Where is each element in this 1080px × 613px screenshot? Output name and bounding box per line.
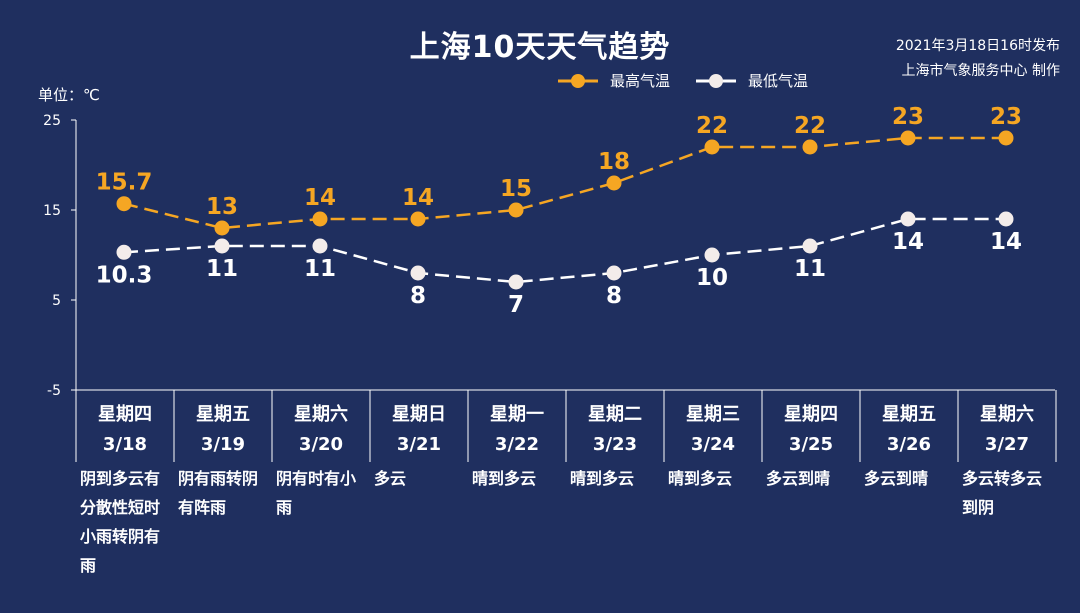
low-temp-point	[508, 274, 524, 290]
low-temp-label: 8	[410, 283, 426, 309]
high-temp-point	[116, 196, 132, 212]
day-header: 星期六 3/20	[272, 400, 370, 460]
high-temp-point	[312, 211, 328, 227]
day-header: 星期三 3/24	[664, 400, 762, 460]
day-date: 3/18	[102, 434, 148, 455]
high-temp-point	[214, 220, 230, 236]
high-temp-point	[508, 202, 524, 218]
day-weekday: 星期日	[392, 404, 446, 425]
legend-low-label: 最低气温	[748, 72, 809, 90]
high-temp-point	[802, 139, 818, 155]
day-header: 星期日 3/21	[370, 400, 468, 460]
day-date: 3/21	[396, 434, 442, 455]
day-header: 星期五 3/26	[860, 400, 958, 460]
day-header: 星期四 3/25	[762, 400, 860, 460]
high-temp-label: 18	[598, 149, 630, 175]
high-temp-label: 14	[402, 185, 434, 211]
low-temp-label: 14	[892, 229, 924, 255]
legend-item-high: 最高气温	[558, 70, 670, 91]
day-weekday: 星期四	[784, 404, 838, 425]
day-date: 3/19	[200, 434, 246, 455]
high-temp-point	[900, 130, 916, 146]
low-temp-point	[410, 265, 426, 281]
day-weather-desc: 阴到多云有分散性短时小雨转阴有雨	[80, 469, 161, 575]
low-temp-point	[900, 211, 916, 227]
high-temp-point	[998, 130, 1014, 146]
day-weekday: 星期四	[98, 404, 152, 425]
day-header: 星期四 3/18	[76, 400, 174, 460]
low-temp-label: 10	[696, 265, 728, 291]
legend-high-marker	[558, 73, 598, 88]
high-temp-point	[704, 139, 720, 155]
unit-label: 单位：℃	[38, 86, 100, 104]
day-weather-desc: 多云到晴	[766, 469, 831, 488]
day-weather-desc: 多云	[374, 469, 407, 488]
day-date: 3/23	[592, 434, 638, 455]
day-weather-desc: 多云到晴	[864, 469, 929, 488]
day-date: 3/25	[788, 434, 834, 455]
high-temp-label: 13	[206, 194, 238, 220]
day-weather-desc: 晴到多云	[668, 469, 733, 488]
day-weather-desc: 晴到多云	[472, 469, 537, 488]
low-temp-label: 11	[304, 256, 336, 282]
day-date: 3/24	[690, 434, 736, 455]
day-weekday: 星期二	[588, 404, 642, 425]
low-temp-point	[704, 247, 720, 263]
high-temp-label: 22	[794, 113, 826, 139]
high-temp-label: 15	[500, 176, 532, 202]
day-weather-desc: 阴有时有小雨	[276, 469, 357, 517]
day-weekday: 星期六	[294, 404, 348, 425]
publisher: 上海市气象服务中心 制作	[901, 63, 1060, 79]
day-weekday: 星期一	[490, 404, 544, 425]
day-date: 3/20	[298, 434, 344, 455]
high-temp-line	[123, 136, 1006, 230]
legend-high-label: 最高气温	[610, 72, 671, 90]
chart-title: 上海10天天气趋势	[409, 30, 671, 65]
low-temp-point	[312, 238, 328, 254]
day-header: 星期一 3/22	[468, 400, 566, 460]
day-header: 星期五 3/19	[174, 400, 272, 460]
low-temp-point	[116, 244, 132, 260]
high-temp-label: 15.7	[96, 170, 153, 196]
day-weather-desc: 多云转多云到阴	[962, 469, 1043, 517]
high-temp-point	[410, 211, 426, 227]
low-temp-point	[998, 211, 1014, 227]
day-date: 3/22	[494, 434, 540, 455]
day-weekday: 星期六	[980, 404, 1034, 425]
high-temp-label: 23	[892, 104, 924, 130]
y-tick-label: 15	[43, 203, 61, 219]
low-temp-label: 7	[508, 292, 524, 318]
high-temp-point	[606, 175, 622, 191]
day-weather-desc: 阴有雨转阴有阵雨	[178, 469, 259, 517]
low-temp-line	[123, 217, 1006, 284]
day-weather-desc: 晴到多云	[570, 469, 635, 488]
day-weekday: 星期五	[882, 404, 936, 425]
high-temp-label: 22	[696, 113, 728, 139]
legend-low-marker	[696, 73, 737, 88]
y-tick-label: 5	[52, 293, 61, 309]
publish-time: 2021年3月18日16时发布	[895, 38, 1060, 54]
day-date: 3/27	[984, 434, 1030, 455]
day-date: 3/26	[886, 434, 932, 455]
day-weekday: 星期五	[196, 404, 250, 425]
high-temp-label: 23	[990, 104, 1022, 130]
day-weekday: 星期三	[686, 404, 740, 425]
low-temp-point	[802, 238, 818, 254]
low-temp-label: 10.3	[96, 262, 153, 288]
low-temp-label: 8	[606, 283, 622, 309]
y-tick-label: 25	[43, 113, 61, 129]
low-temp-label: 11	[794, 256, 826, 282]
high-temp-label: 14	[304, 185, 336, 211]
low-temp-point	[214, 238, 230, 254]
low-temp-label: 14	[990, 229, 1022, 255]
y-tick-label: -5	[47, 383, 61, 399]
publish-info: 2021年3月18日16时发布 上海市气象服务中心 制作	[896, 34, 1060, 84]
legend-item-low: 最低气温	[696, 70, 808, 91]
day-header: 星期二 3/23	[566, 400, 664, 460]
legend: 最高气温 最低气温	[558, 70, 834, 91]
low-temp-label: 11	[206, 256, 238, 282]
day-header: 星期六 3/27	[958, 400, 1056, 460]
low-temp-point	[606, 265, 622, 281]
